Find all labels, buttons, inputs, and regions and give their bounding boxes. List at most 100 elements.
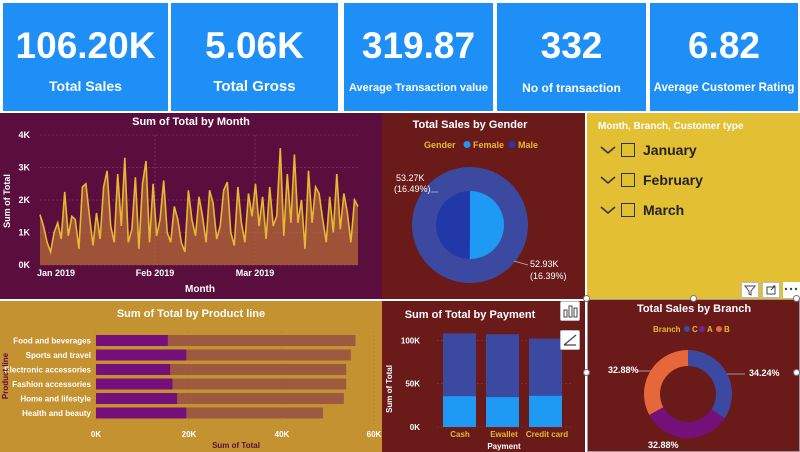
branch-slice-2 xyxy=(644,350,688,415)
slicer-item-january[interactable]: January xyxy=(599,140,697,160)
month-chart-svg: Sum of Total by Month 0K 1K 2K 3K 4K Jan 201… xyxy=(2,116,359,295)
product-bar-total xyxy=(96,349,351,361)
kpi-rating-label: Average Customer Rating xyxy=(653,82,795,94)
payment-chart-svg: Sum of Total by Payment 0K 50K 100K Cash E… xyxy=(385,309,572,451)
gender-chart-panel[interactable]: Total Sales by Gender Gender Female Male… xyxy=(382,113,585,299)
slicer-checkbox-january[interactable] xyxy=(621,143,635,157)
product-bar-highlight xyxy=(96,364,171,375)
gender-slice-0 xyxy=(469,191,505,259)
resize-handle[interactable] xyxy=(793,295,800,302)
slicer-checkbox-february[interactable] xyxy=(621,173,635,187)
focus-mode-icon[interactable] xyxy=(762,282,780,298)
payment-ytick: 50K xyxy=(405,380,420,389)
product-category-label: Health and beauty xyxy=(22,409,91,418)
kpi-avg-transaction-value: 319.87 xyxy=(361,25,476,66)
kpi-total-sales-label: Total Sales xyxy=(49,78,122,94)
month-xtick-jan: Jan 2019 xyxy=(37,268,75,278)
gender-legend-male: Male xyxy=(518,140,538,150)
payment-bar-highlight xyxy=(486,397,519,427)
slicer-title: Month, Branch, Customer type xyxy=(598,121,744,132)
kpi-transactions-card[interactable]: 332 No of transaction xyxy=(497,3,646,111)
kpi-rating-card[interactable]: 6.82 Average Customer Rating xyxy=(650,3,798,111)
kpi-avg-transaction-card[interactable]: 319.87 Average Transaction value xyxy=(344,3,493,111)
month-chart-title: Sum of Total by Month xyxy=(132,116,250,128)
chart-type-icon[interactable] xyxy=(560,301,580,321)
branch-legend-title: Branch xyxy=(653,325,681,334)
product-bar-highlight xyxy=(96,378,173,390)
payment-ytick: 0K xyxy=(410,423,420,432)
month-ylabel: Sum of Total xyxy=(2,174,12,228)
product-category-label: Fashion accessories xyxy=(12,380,91,389)
product-bar-highlight xyxy=(96,393,178,404)
branch-label-bottom: 32.88% xyxy=(648,440,679,450)
branch-slice-1 xyxy=(649,407,725,438)
month-line xyxy=(39,147,359,256)
payment-xtick-2: Credit card xyxy=(526,430,568,439)
branch-slice-0 xyxy=(688,350,732,419)
product-xtick-2: 40K xyxy=(275,430,290,439)
month-xtick-feb: Feb 2019 xyxy=(136,268,175,278)
chevron-down-icon[interactable] xyxy=(599,143,617,157)
product-bar-total xyxy=(96,378,347,390)
product-xtick-1: 20K xyxy=(182,430,197,439)
branch-legend-a-dot xyxy=(699,326,705,332)
slicer-checkbox-march[interactable] xyxy=(621,203,635,217)
gender-label-male-value: 52.93K xyxy=(530,259,559,269)
kpi-transactions-value: 332 xyxy=(540,25,603,66)
product-chart-panel[interactable]: Sum of Total by Product line Food and be… xyxy=(0,301,382,452)
slicer-label-february: February xyxy=(643,172,703,188)
resize-handle[interactable] xyxy=(583,369,590,376)
kpi-total-gross-card[interactable]: 5.06K Total Gross xyxy=(171,3,338,111)
analytics-icon[interactable] xyxy=(560,330,580,350)
branch-chart-title: Total Sales by Branch xyxy=(637,303,751,315)
resize-handle[interactable] xyxy=(793,369,800,376)
month-area xyxy=(40,148,358,265)
branch-chart-svg: Total Sales by Branch Branch C A B 34.24… xyxy=(608,303,780,450)
month-chart-panel[interactable]: Sum of Total by Month 0K 1K 2K 3K 4K Jan 201… xyxy=(0,113,382,299)
gender-label-female-pct: (16.49%) xyxy=(394,184,431,194)
slicer-panel[interactable]: Month, Branch, Customer type January Feb… xyxy=(587,113,800,299)
kpi-total-sales-card[interactable]: 106.20K Total Sales xyxy=(3,3,168,111)
branch-label-left: 32.88% xyxy=(608,365,639,375)
resize-handle[interactable] xyxy=(690,295,697,302)
chevron-down-icon[interactable] xyxy=(599,173,617,187)
gender-slice-1 xyxy=(436,191,470,259)
kpi-rating-value: 6.82 xyxy=(687,25,760,66)
month-ytick: 1K xyxy=(18,228,30,238)
kpi-total-sales-value: 106.20K xyxy=(15,25,156,66)
branch-legend-b: B xyxy=(724,325,730,334)
more-options-icon[interactable] xyxy=(783,282,800,298)
branch-legend-c: C xyxy=(692,325,698,334)
gender-chart-title: Total Sales by Gender xyxy=(413,119,528,131)
filter-icon[interactable] xyxy=(741,282,759,298)
payment-ytick: 100K xyxy=(401,336,420,345)
gender-legend-title: Gender xyxy=(424,140,456,150)
payment-chart-title: Sum of Total by Payment xyxy=(405,309,536,321)
payment-chart-panel[interactable]: Sum of Total by Payment 0K 50K 100K Cash E… xyxy=(382,301,585,452)
chevron-down-icon[interactable] xyxy=(599,203,617,217)
product-bar-total xyxy=(96,393,344,404)
month-ytick: 0K xyxy=(18,260,30,270)
kpi-total-gross-label: Total Gross xyxy=(213,78,296,95)
product-ylabel: Product line xyxy=(1,352,10,399)
product-xtick-0: 0K xyxy=(91,430,101,439)
month-xlabel: Month xyxy=(185,284,215,295)
slicer-item-march[interactable]: March xyxy=(599,200,684,220)
product-category-label: Electronic accessories xyxy=(4,366,91,375)
gender-chart-svg: Total Sales by Gender Gender Female Male… xyxy=(394,119,567,283)
branch-chart-panel[interactable]: Total Sales by Branch Branch C A B 34.24… xyxy=(587,299,800,452)
month-ytick: 2K xyxy=(18,195,30,205)
product-bar-total xyxy=(96,335,356,346)
payment-ylabel: Sum of Total xyxy=(385,365,394,413)
branch-legend-a: A xyxy=(707,325,713,334)
payment-xlabel: Payment xyxy=(487,442,521,451)
kpi-total-gross-value: 5.06K xyxy=(205,25,304,66)
month-ytick: 3K xyxy=(18,163,30,173)
resize-handle[interactable] xyxy=(583,295,590,302)
payment-bar-highlight xyxy=(529,395,562,427)
gender-legend-male-dot xyxy=(508,141,516,148)
slicer-item-february[interactable]: February xyxy=(599,170,703,190)
product-category-label: Food and beverages xyxy=(13,337,91,346)
product-xlabel: Sum of Total xyxy=(212,441,260,450)
product-bar-total xyxy=(96,407,324,419)
